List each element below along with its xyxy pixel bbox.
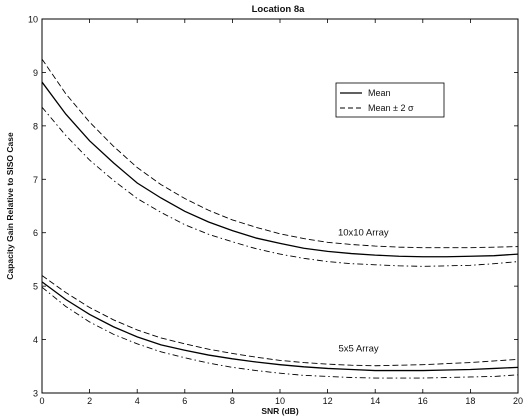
- x-axis-title: SNR (dB): [261, 406, 298, 416]
- y-tick-label-6: 6: [33, 228, 38, 238]
- x-tick-label-6: 6: [182, 396, 187, 406]
- x-tick-label-0: 0: [39, 396, 44, 406]
- y-tick-label-5: 5: [33, 282, 38, 292]
- annotation-5x5-array: 5x5 Array: [338, 343, 378, 354]
- y-tick-label-4: 4: [33, 335, 38, 345]
- x-tick-label-20: 20: [513, 396, 523, 406]
- x-tick-label-2: 2: [87, 396, 92, 406]
- x-tick-label-18: 18: [465, 396, 475, 406]
- x-tick-label-10: 10: [275, 396, 285, 406]
- y-tick-label-7: 7: [33, 175, 38, 185]
- series-line-10x10-arraymean-2sigma: [41, 58, 519, 249]
- x-tick-label-8: 8: [230, 396, 235, 406]
- ticks-layer: 0 2 4 6 8 10 12 14 16 18 20 3 4 5 6 7 8 9 10: [28, 15, 523, 407]
- y-tick-label-10: 10: [28, 15, 38, 25]
- annotation-10x10-array: 10x10 Array: [338, 227, 389, 238]
- chart-title: Location 8a: [252, 4, 306, 15]
- x-tick-label-14: 14: [370, 396, 380, 406]
- series-line-10x10-arraymean: [41, 81, 519, 258]
- y-tick-label-8: 8: [33, 121, 38, 131]
- legend: Mean Mean ± 2 σ: [335, 82, 445, 118]
- legend-box: [335, 82, 445, 118]
- x-tick-label-12: 12: [323, 396, 333, 406]
- y-tick-label-9: 9: [33, 68, 38, 78]
- y-axis-title: Capacity Gain Relative to SISO Case: [5, 132, 15, 280]
- series-line-10x10-arraymean-2sigma: [41, 106, 519, 267]
- series-line-5x5-arraymean-2sigma: [41, 286, 519, 379]
- series-line-5x5-arraymean: [41, 281, 519, 372]
- series-layer: [41, 58, 519, 379]
- x-tick-label-16: 16: [418, 396, 428, 406]
- series-line-5x5-arraymean-2sigma: [41, 275, 519, 367]
- y-tick-label-3: 3: [33, 389, 38, 399]
- legend-label-sigma: Mean ± 2 σ: [368, 103, 414, 113]
- legend-label-mean: Mean: [368, 88, 391, 98]
- x-tick-label-4: 4: [135, 396, 140, 406]
